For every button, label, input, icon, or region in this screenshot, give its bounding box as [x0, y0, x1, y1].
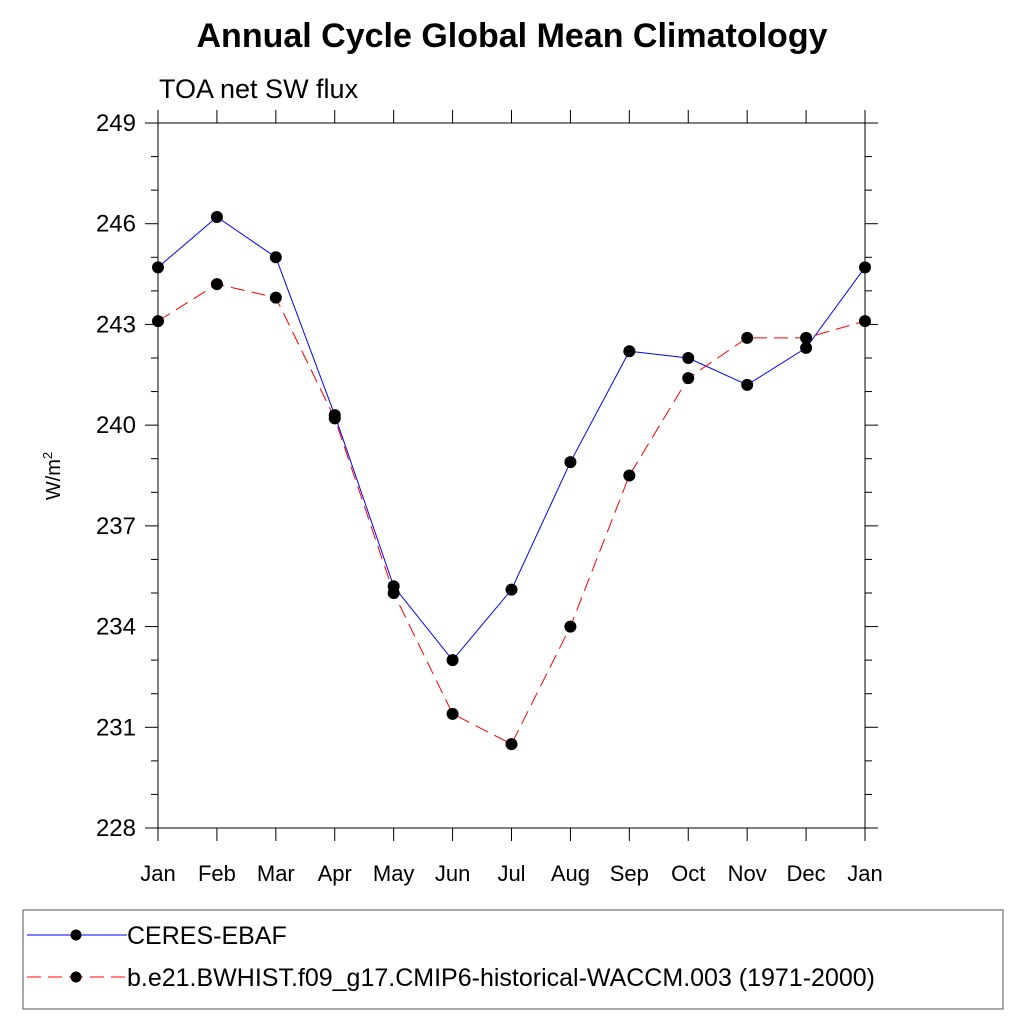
x-tick-label: Dec — [787, 861, 826, 886]
series-1-point — [741, 331, 754, 344]
series-0-point — [623, 345, 636, 358]
y-axis-label-superscript: 2 — [40, 452, 55, 459]
y-tick-label: 240 — [96, 412, 136, 439]
series-0-point — [269, 251, 282, 264]
series-0-point — [800, 341, 813, 354]
x-axis: Jan Feb Mar Apr May Jun Jul Aug Sep Oct Nov Dec Jan — [140, 110, 883, 886]
x-tick-label: Feb — [198, 861, 236, 886]
y-axis: 228 231 234 237 240 243 246 249 — [96, 110, 878, 842]
series-1-point — [210, 278, 223, 291]
y-tick-label: 228 — [96, 815, 136, 842]
series-0-point — [741, 378, 754, 391]
x-tick-label: Jan — [847, 861, 882, 886]
series-1-point — [800, 331, 813, 344]
series-0-point — [682, 352, 695, 364]
series-layer — [152, 211, 871, 751]
series-1-point — [328, 412, 341, 425]
y-tick-label: 243 — [96, 311, 136, 338]
series-1-point — [623, 469, 636, 482]
series-0-point — [446, 654, 459, 667]
legend: CERES-EBAF b.e21.BWHIST.f09_g17.CMIP6-hi… — [22, 909, 1004, 1010]
series-1-point — [152, 315, 164, 328]
chart-title: Annual Cycle Global Mean Climatology — [197, 17, 828, 55]
x-tick-label: Sep — [610, 861, 649, 886]
y-axis-label-unit: W/m — [43, 459, 65, 500]
legend-marker-ceres — [70, 929, 82, 941]
y-tick-label: 234 — [96, 614, 136, 641]
x-tick-label: Jan — [140, 861, 175, 886]
y-tick-label: 237 — [96, 513, 136, 540]
series-1-point — [269, 291, 282, 304]
series-1-point — [859, 315, 871, 328]
series-1-point — [387, 587, 400, 599]
x-tick-label: Apr — [318, 861, 352, 886]
series-1-point — [505, 738, 518, 751]
legend-box — [22, 909, 1004, 1010]
series-1-point — [564, 620, 577, 633]
plot-frame — [157, 122, 866, 829]
legend-label-waccm: b.e21.BWHIST.f09_g17.CMIP6-historical-WA… — [127, 964, 875, 992]
x-tick-label: May — [373, 861, 415, 886]
series-0-point — [152, 261, 164, 274]
series-0-point — [564, 456, 577, 469]
y-axis-label: W/m2 — [40, 452, 65, 500]
x-tick-label: Aug — [551, 861, 590, 886]
series-line-1 — [157, 283, 866, 745]
x-tick-label: Mar — [257, 861, 295, 886]
y-tick-label: 246 — [96, 211, 136, 238]
y-tick-label: 231 — [96, 714, 136, 741]
chart-subtitle: TOA net SW flux — [159, 74, 359, 104]
y-tick-label: 249 — [96, 110, 136, 137]
series-1-point — [682, 372, 695, 385]
legend-marker-waccm — [70, 971, 82, 983]
x-tick-label: Oct — [671, 861, 705, 886]
legend-label-ceres: CERES-EBAF — [127, 922, 287, 950]
x-tick-label: Nov — [728, 861, 767, 886]
series-0-point — [859, 261, 871, 274]
series-0-point — [505, 583, 518, 596]
series-1-point — [446, 707, 459, 720]
x-tick-label: Jul — [497, 861, 525, 886]
x-tick-label: Jun — [435, 861, 470, 886]
series-0-point — [210, 211, 223, 223]
